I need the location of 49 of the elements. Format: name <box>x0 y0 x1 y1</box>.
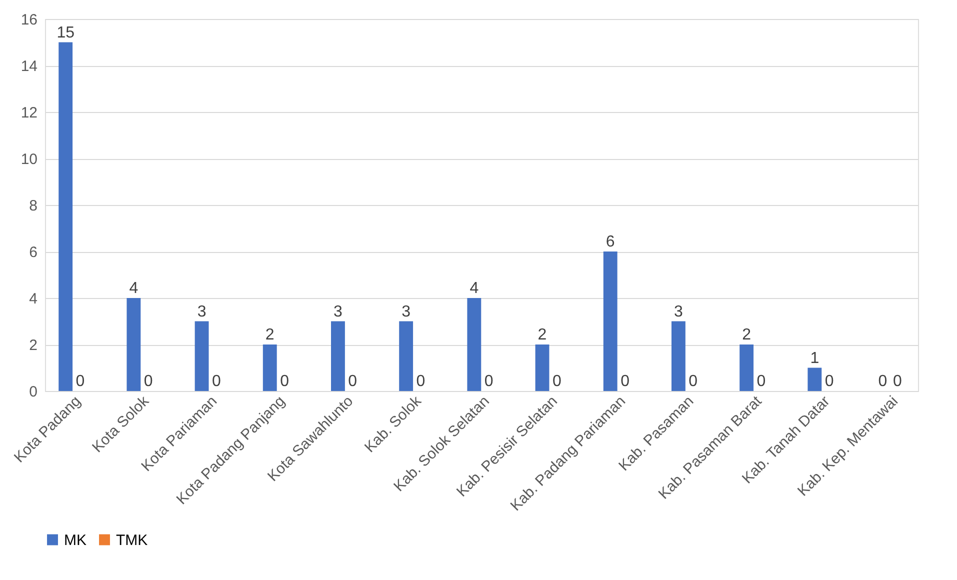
bar <box>535 344 550 391</box>
data-label: 3 <box>402 303 411 320</box>
data-label: 1 <box>810 350 820 367</box>
bar <box>399 321 414 391</box>
data-label: 0 <box>878 373 888 390</box>
y-tick-label: 14 <box>20 58 38 75</box>
bar <box>467 298 482 391</box>
bar <box>262 344 277 391</box>
data-label: 0 <box>348 373 358 390</box>
bar <box>740 344 754 391</box>
y-tick-label: 10 <box>20 151 38 168</box>
y-tick-label: 8 <box>29 198 38 214</box>
data-label: 0 <box>824 373 834 390</box>
y-tick-label: 6 <box>29 244 38 261</box>
y-tick-label: 4 <box>29 290 38 308</box>
data-label: 15 <box>56 24 75 42</box>
data-label: 0 <box>756 373 766 390</box>
y-tick-label: 12 <box>20 104 38 122</box>
data-label: 3 <box>334 303 343 320</box>
data-label: 0 <box>688 373 698 390</box>
data-label: 0 <box>552 373 562 390</box>
data-label: 6 <box>606 234 615 250</box>
data-label: 0 <box>212 373 221 390</box>
data-label: 3 <box>197 303 206 320</box>
legend-label: MK <box>64 532 86 549</box>
bar <box>58 42 73 391</box>
bar <box>808 368 822 391</box>
bar <box>671 321 686 391</box>
y-tick-label: 16 <box>20 12 38 28</box>
data-label: 2 <box>265 326 274 344</box>
legend-label: TMK <box>116 532 148 549</box>
data-label: 4 <box>129 280 138 297</box>
data-label: 3 <box>674 303 684 320</box>
data-label: 2 <box>742 326 752 344</box>
data-label: 0 <box>620 373 630 390</box>
data-label: 0 <box>280 373 290 390</box>
bar <box>126 298 141 391</box>
y-tick-label: 0 <box>29 384 38 400</box>
bar <box>194 321 209 391</box>
data-label: 0 <box>484 373 494 390</box>
data-label: 0 <box>76 373 85 390</box>
data-label: 0 <box>416 373 426 390</box>
data-label: 0 <box>144 373 153 390</box>
data-label: 4 <box>470 280 479 297</box>
y-tick-label: 2 <box>29 337 38 354</box>
bar <box>603 252 618 391</box>
data-label: 0 <box>892 373 902 390</box>
bar <box>331 321 345 391</box>
data-label: 2 <box>538 326 547 344</box>
